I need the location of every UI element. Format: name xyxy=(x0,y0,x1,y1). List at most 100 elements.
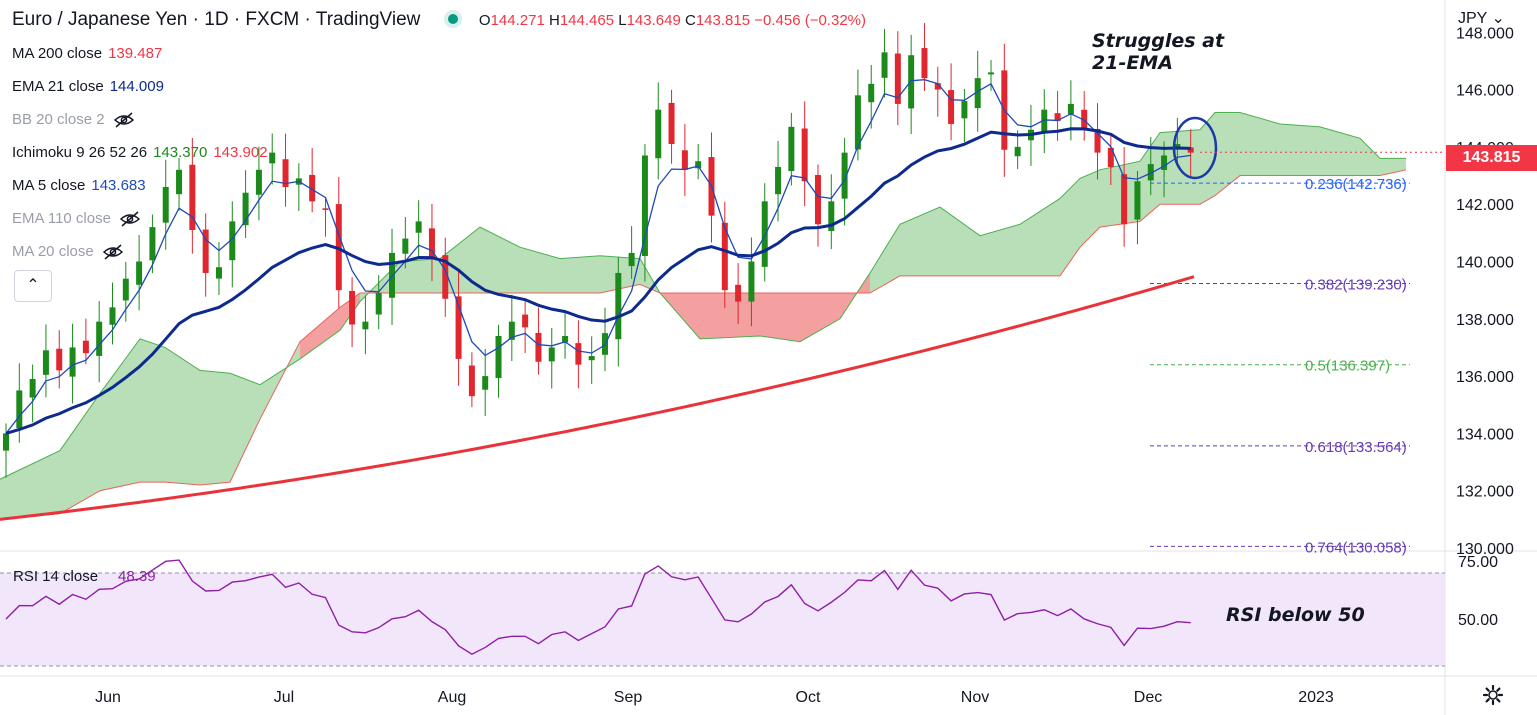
indicator-ma-200-close[interactable]: MA 200 close 139.487 xyxy=(12,45,162,62)
chart-header: Euro / Japanese Yen · 1D · FXCM · Tradin… xyxy=(12,9,866,31)
ohlc-readout: O144.271 H144.465 L143.649 C143.815 −0.4… xyxy=(478,12,866,29)
price-axis-tick-label: 134.000 xyxy=(1456,426,1514,443)
candle-body xyxy=(1014,146,1021,157)
collapse-legend-button[interactable]: ⌃ xyxy=(14,270,52,302)
indicator-bb-20-close-2[interactable]: BB 20 close 2 xyxy=(12,111,135,128)
ichimoku-span-a-line xyxy=(0,112,1406,480)
candle-body xyxy=(176,169,183,195)
indicator-ma-5-close[interactable]: MA 5 close 143.683 xyxy=(12,177,146,194)
time-axis-tick-label: Jul xyxy=(274,689,294,706)
rsi-band xyxy=(0,573,1445,666)
hidden-eye-icon[interactable] xyxy=(113,112,135,128)
hidden-eye-icon[interactable] xyxy=(119,211,141,227)
candle-body xyxy=(136,261,143,285)
candle-body xyxy=(82,340,89,354)
indicator-name: MA 200 close xyxy=(12,45,103,62)
candle-body xyxy=(149,227,156,261)
ichimoku-cloud-segment xyxy=(760,293,800,342)
candle-body xyxy=(122,278,129,301)
fib-level-label: 0.5(136.397) xyxy=(1305,358,1390,375)
ma200-line xyxy=(0,275,1195,521)
candle-body xyxy=(56,348,63,371)
ichimoku-cloud-segment xyxy=(1280,123,1320,176)
candle-body xyxy=(242,192,249,226)
indicator-name: EMA 21 close xyxy=(12,78,104,95)
time-axis-tick-label: Nov xyxy=(961,689,989,706)
candle-body xyxy=(402,238,409,254)
candle-body xyxy=(562,335,569,343)
candle-body xyxy=(908,55,915,109)
symbol-title[interactable]: Euro / Japanese Yen · 1D · FXCM · Tradin… xyxy=(12,9,421,30)
candle-body xyxy=(1134,181,1141,220)
price-axis-tick-label: 132.000 xyxy=(1456,484,1514,501)
ma5-line xyxy=(5,79,1191,434)
candle-body xyxy=(1121,174,1128,225)
candle-body xyxy=(1094,128,1101,153)
candle-body xyxy=(1147,164,1154,181)
ichimoku-cloud-segment xyxy=(1060,178,1080,276)
candle-body xyxy=(96,321,103,356)
last-price-tag: 143.815 xyxy=(1446,145,1537,171)
price-axis-tick-label: 130.000 xyxy=(1456,541,1514,558)
candle-body xyxy=(468,365,475,397)
candle-body xyxy=(668,102,675,145)
candle-body xyxy=(655,109,662,159)
ichimoku-cloud-segment xyxy=(1080,169,1100,248)
indicator-ichimoku-9-26-52-26[interactable]: Ichimoku 9 26 52 26 143.370 143.902 xyxy=(12,144,268,161)
ichimoku-cloud-segment xyxy=(230,373,260,483)
ichimoku-cloud-segment xyxy=(440,227,480,294)
candle-body xyxy=(415,221,422,233)
ichimoku-cloud-segment xyxy=(1320,126,1360,176)
ema-annotation: Struggles at 21-EMA xyxy=(1092,30,1225,74)
time-axis-tick-label: Aug xyxy=(438,689,466,706)
time-axis-tick-label: Jun xyxy=(95,689,121,706)
rsi-line xyxy=(5,559,1191,656)
candle-body xyxy=(535,332,542,362)
ichimoku-cloud-segment xyxy=(520,247,560,294)
candle-body xyxy=(801,128,808,182)
price-axis-tick-label: 142.000 xyxy=(1456,197,1514,214)
indicator-name: MA 20 close xyxy=(12,243,94,260)
ema21-line xyxy=(5,127,1191,435)
candle-body xyxy=(841,152,848,199)
hidden-eye-icon[interactable] xyxy=(102,244,124,260)
indicator-value-2: 143.902 xyxy=(213,144,268,161)
ichimoku-cloud-segment xyxy=(700,293,760,339)
ichimoku-cloud-segment xyxy=(870,224,900,294)
candle-body xyxy=(948,90,955,124)
rsi-annotation: RSI below 50 xyxy=(1226,604,1365,626)
ichimoku-cloud-segment xyxy=(165,347,200,485)
time-axis-tick-label: Dec xyxy=(1134,689,1162,706)
candle-body xyxy=(588,356,595,361)
candle-body xyxy=(229,221,236,261)
settings-gear-icon[interactable] xyxy=(1482,684,1504,706)
candle-body xyxy=(681,150,688,170)
candle-body xyxy=(775,166,782,195)
indicator-value: 143.683 xyxy=(91,177,146,194)
ichimoku-cloud-segment xyxy=(1215,112,1240,196)
candle-body xyxy=(961,101,968,119)
indicator-name: EMA 110 close xyxy=(12,210,111,227)
candle-body xyxy=(615,272,622,340)
candle-body xyxy=(309,174,316,202)
indicator-ema-21-close[interactable]: EMA 21 close 144.009 xyxy=(12,78,164,95)
indicator-ma-20-close[interactable]: MA 20 close xyxy=(12,243,124,260)
candle-body xyxy=(508,321,515,340)
fib-level-label: 0.236(142.736) xyxy=(1305,176,1407,193)
candle-body xyxy=(362,321,369,330)
indicator-ema-110-close[interactable]: EMA 110 close xyxy=(12,210,141,227)
candle-body xyxy=(1041,109,1048,133)
price-axis-tick-label: 140.000 xyxy=(1456,255,1514,272)
price-axis-tick-label: 138.000 xyxy=(1456,312,1514,329)
candle-body xyxy=(522,314,529,328)
candle-body xyxy=(721,222,728,291)
currency-selector[interactable]: JPY ⌄ xyxy=(1458,10,1505,27)
candle-body xyxy=(495,335,502,379)
candle-body xyxy=(442,255,449,299)
rsi-axis-tick-label: 50.00 xyxy=(1458,612,1498,629)
candle-body xyxy=(828,201,835,232)
candle-body xyxy=(641,155,648,256)
ichimoku-cloud-segment xyxy=(1020,198,1060,276)
candle-body xyxy=(748,261,755,302)
